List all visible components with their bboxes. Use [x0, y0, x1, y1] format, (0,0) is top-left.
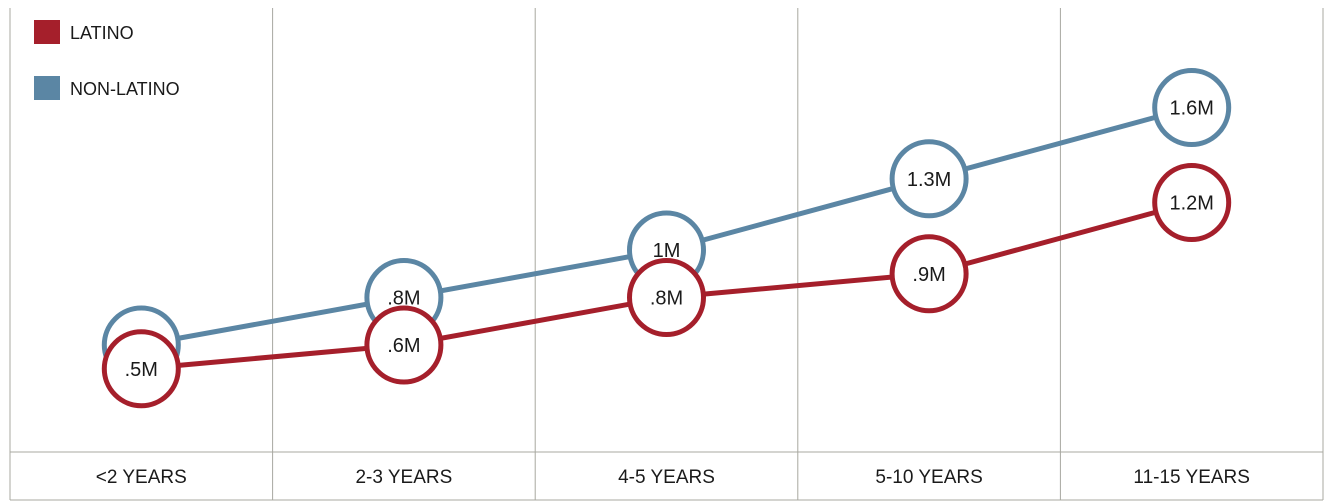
- point-label: 1.6M: [1169, 98, 1213, 120]
- data-point: 1.3M: [889, 139, 969, 219]
- point-label: 1.3M: [907, 169, 951, 191]
- data-point: .9M: [889, 234, 969, 314]
- grid-lines: [9, 8, 1324, 501]
- data-point: .5M: [101, 329, 181, 409]
- legend-label: NON-LATINO: [70, 79, 180, 99]
- point-label: 1.2M: [1169, 193, 1213, 215]
- point-marker: [364, 305, 444, 385]
- point-marker: [889, 234, 969, 314]
- x-axis-tick-labels: <2 YEARS 2-3 YEARS 4-5 YEARS 5-10 YEARS 11-1…: [96, 467, 1250, 488]
- data-point: 1.6M: [1152, 68, 1232, 147]
- point-label: .8M: [387, 288, 420, 310]
- point-marker: [1152, 68, 1232, 147]
- point-label: .9M: [912, 264, 945, 286]
- point-label: 1M: [653, 240, 681, 262]
- legend-label: LATINO: [70, 23, 134, 43]
- data-point: 1.2M: [1152, 163, 1232, 242]
- point-label: .8M: [650, 288, 683, 310]
- legend-item: NON-LATINO: [34, 76, 180, 100]
- legend-item: LATINO: [34, 20, 134, 44]
- x-tick-label: 2-3 YEARS: [355, 467, 452, 488]
- legend-swatch: [34, 76, 60, 100]
- x-tick-label: 4-5 YEARS: [618, 467, 715, 488]
- x-tick-label: 11-15 YEARS: [1133, 467, 1250, 488]
- point-marker: [627, 258, 706, 337]
- data-point: .6M: [364, 305, 444, 385]
- point-marker: [1152, 163, 1232, 242]
- legend-swatch: [34, 20, 60, 44]
- legend: LATINO NON-LATINO: [34, 20, 180, 100]
- point-label: .6M: [387, 335, 420, 357]
- data-point: .8M: [627, 258, 706, 337]
- x-tick-label: <2 YEARS: [96, 467, 187, 488]
- point-marker: [889, 139, 969, 219]
- x-tick-label: 5-10 YEARS: [875, 467, 982, 488]
- point-label: .5M: [125, 359, 158, 381]
- point-marker: [101, 329, 181, 409]
